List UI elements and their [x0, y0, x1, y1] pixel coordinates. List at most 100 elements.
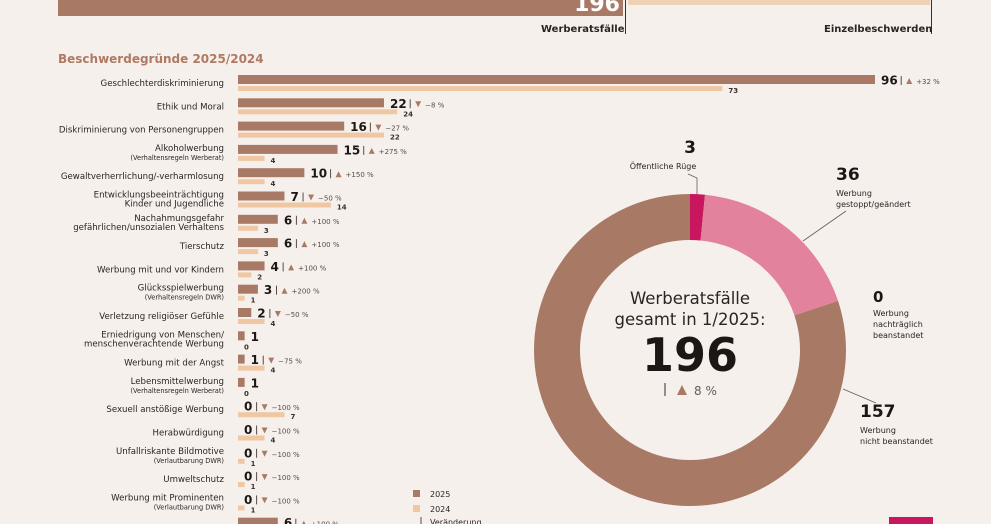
value-2025: 10: [310, 167, 327, 181]
slice-label-gestoppt-1: Werbung: [836, 189, 872, 198]
category-label: Gewaltverherrlichung/-verharmlosung: [61, 172, 224, 182]
change-down-icon: [261, 497, 268, 504]
bar-2025: [238, 377, 245, 387]
change-up-icon: [906, 78, 913, 84]
slice-value-oeffentliche-ruege: 3: [684, 138, 696, 158]
change-value: −50 %: [318, 195, 342, 203]
bar-2024: [238, 86, 723, 91]
change-value: +150 %: [346, 171, 374, 179]
category-label: Werbung mit Prominenten: [111, 493, 224, 503]
category-sublabel: (Verlautbarung DWR): [154, 503, 224, 511]
bar-2024: [238, 458, 245, 464]
bar-2024: [238, 109, 398, 115]
category-label: Verletzung religiöser Gefühle: [99, 312, 224, 322]
bar-2024: [238, 272, 252, 278]
bar-2025: [238, 121, 345, 131]
value-2024: 1: [251, 460, 256, 468]
change-up-icon: [281, 287, 288, 294]
change-up-icon: [302, 520, 306, 524]
bar-2025: [238, 168, 305, 178]
category-sublabel: (Verhaltensregeln Werberat): [130, 387, 224, 395]
category-label: Nachahmungsgefahr: [134, 214, 224, 224]
value-2024: 3: [264, 227, 269, 235]
category-label: Alkoholwerbung: [155, 144, 224, 154]
category-label: Geschlechterdiskriminierung: [101, 79, 224, 89]
bar-2024: [238, 249, 258, 255]
change-value: −27 %: [385, 125, 409, 133]
category-label: Entwicklungsbeeinträchtigung: [94, 191, 224, 201]
change-down-icon: [375, 124, 382, 131]
value-2025: 22: [390, 97, 407, 111]
change-value: −100 %: [272, 497, 300, 505]
bar-2025: [238, 191, 285, 201]
corner-accent: [889, 517, 933, 524]
change-up-icon: [301, 241, 308, 248]
value-2024: 4: [271, 157, 276, 165]
change-up-icon: [335, 171, 342, 178]
category-label: Diskriminierung von Personengruppen: [59, 126, 224, 136]
change-up-icon: [368, 147, 375, 154]
category-sublabel: gefährlichen/unsozialen Verhaltens: [73, 223, 224, 233]
change-up-icon: [288, 264, 295, 271]
value-2025: 7: [290, 190, 298, 204]
total-bar-individual: [628, 0, 930, 5]
change-value: +100 %: [298, 264, 326, 272]
change-up-icon: [301, 217, 308, 224]
value-2024: 3: [264, 250, 269, 258]
slice-label-nachtraeglich: Werbung: [873, 309, 909, 318]
value-2025: 0: [244, 400, 252, 414]
change-value: −100 %: [272, 428, 300, 436]
slice-value-gestoppt: 36: [836, 165, 860, 185]
value-2025: 1: [251, 330, 259, 344]
value-2025: 4: [271, 260, 279, 274]
value-2025: 6: [284, 213, 292, 227]
category-sublabel: (Verhaltensregeln DWR): [145, 294, 224, 302]
bar-2024: [238, 365, 265, 371]
category-sublabel: menschenverachtende Werbung: [84, 339, 224, 349]
legend-label-2025: 2025: [430, 490, 450, 499]
bar-2025-partial: [238, 517, 278, 524]
donut-hole: [581, 241, 799, 459]
leader-line: [842, 388, 877, 404]
leader-line: [802, 210, 847, 242]
value-2025: 0: [244, 446, 252, 460]
divider-left: [625, 0, 626, 34]
value-2024: 1: [251, 506, 256, 514]
bar-2025: [238, 331, 245, 341]
change-value: +200 %: [292, 288, 320, 296]
bar-2025: [238, 75, 875, 84]
change-value: +275 %: [379, 148, 407, 156]
slice-label-nachtraeglich: nachträglich: [873, 320, 923, 329]
slice-label-oeffentliche-ruege: Öffentliche Rüge: [630, 161, 697, 171]
bar-2025: [238, 284, 258, 294]
value-2024: 0: [244, 343, 249, 351]
category-label: Lebensmittelwerbung: [131, 377, 224, 387]
value-2025: 1: [251, 376, 259, 390]
value-2024: 14: [337, 204, 347, 212]
cases-label: Werberatsfälle: [541, 24, 625, 35]
change-down-icon: [261, 427, 268, 434]
bar-2024: [238, 319, 265, 324]
value-2025: 2: [257, 307, 265, 321]
bar-2024: [238, 225, 258, 231]
bar-2025: [238, 238, 278, 248]
bar-2025: [238, 308, 252, 317]
value-2024: 7: [290, 413, 295, 421]
individual-complaints-label: Einzelbeschwerden: [824, 24, 933, 35]
leader-line: [687, 173, 698, 194]
value-2025: 16: [350, 120, 367, 134]
bar-2024: [238, 505, 245, 511]
bar-2024: [238, 435, 265, 441]
donut-center-change: 8 %: [694, 384, 717, 398]
category-label: Unfallriskante Bildmotive: [116, 447, 224, 457]
change-value: −8 %: [425, 101, 445, 109]
category-label: Herabwürdigung: [152, 429, 224, 439]
value-2024: 22: [390, 134, 400, 142]
donut-slice: [534, 194, 846, 507]
value-2024: 4: [271, 180, 276, 188]
value-2025-partial: 6: [284, 516, 292, 524]
value-2025: 15: [344, 143, 361, 157]
bar-2024: [238, 155, 265, 161]
